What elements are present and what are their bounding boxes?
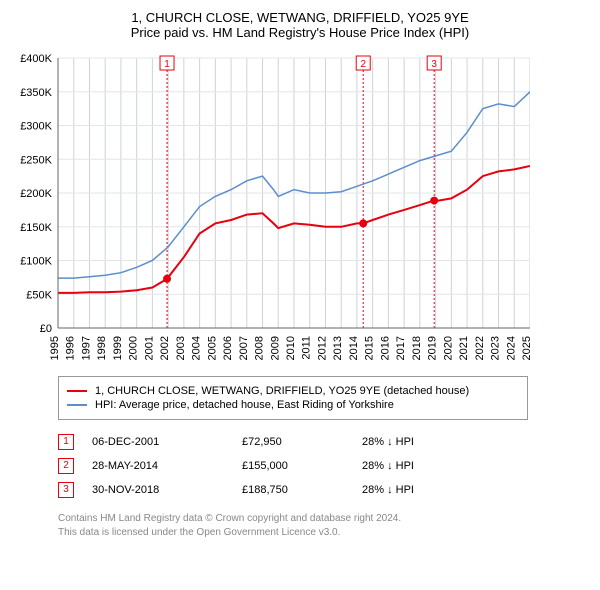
legend-swatch-hpi (67, 404, 87, 406)
svg-text:£350K: £350K (20, 87, 52, 99)
svg-text:2024: 2024 (505, 336, 517, 360)
sale-date: 30-NOV-2018 (92, 478, 242, 502)
sale-price: £188,750 (242, 478, 362, 502)
svg-text:£400K: £400K (20, 53, 52, 65)
legend-swatch-price (67, 390, 87, 392)
sale-price: £155,000 (242, 454, 362, 478)
svg-text:2020: 2020 (442, 336, 454, 360)
legend-row-hpi: HPI: Average price, detached house, East… (67, 399, 519, 411)
svg-text:2018: 2018 (411, 336, 423, 360)
svg-text:2015: 2015 (364, 336, 376, 360)
sales-table: 1 06-DEC-2001£72,95028% ↓ HPI 2 28-MAY-2014… (58, 430, 414, 502)
svg-text:2001: 2001 (143, 336, 155, 360)
svg-text:2019: 2019 (427, 336, 439, 360)
svg-text:2004: 2004 (191, 336, 203, 360)
svg-text:2007: 2007 (238, 336, 250, 360)
sale-delta: 28% ↓ HPI (362, 478, 414, 502)
svg-text:£300K: £300K (20, 121, 52, 133)
svg-text:2022: 2022 (474, 336, 486, 360)
svg-text:£200K: £200K (20, 188, 52, 200)
svg-text:2009: 2009 (269, 336, 281, 360)
chart-container: £0 £50K £100K £150K £200K £250K £300K £350K £400… (10, 48, 590, 368)
sale-badge: 2 (58, 458, 74, 474)
svg-text:2000: 2000 (128, 336, 140, 360)
disclaimer-line-2: This data is licensed under the Open Gov… (58, 526, 590, 540)
svg-text:£0: £0 (40, 323, 52, 335)
legend-label-hpi: HPI: Average price, detached house, East… (95, 399, 394, 411)
svg-text:2011: 2011 (301, 336, 313, 360)
legend: 1, CHURCH CLOSE, WETWANG, DRIFFIELD, YO2… (58, 376, 528, 420)
svg-text:2003: 2003 (175, 336, 187, 360)
svg-text:2017: 2017 (395, 336, 407, 360)
price-chart: £0 £50K £100K £150K £200K £250K £300K £350K £400… (10, 48, 530, 368)
sale-date: 06-DEC-2001 (92, 430, 242, 454)
svg-text:3: 3 (431, 59, 437, 70)
chart-title-block: 1, CHURCH CLOSE, WETWANG, DRIFFIELD, YO2… (10, 10, 590, 40)
disclaimer-line-1: Contains HM Land Registry data © Crown c… (58, 512, 590, 526)
title-line-1: 1, CHURCH CLOSE, WETWANG, DRIFFIELD, YO2… (10, 10, 590, 25)
svg-text:1996: 1996 (65, 336, 77, 360)
svg-text:2002: 2002 (159, 336, 171, 360)
svg-text:1997: 1997 (80, 336, 92, 360)
legend-label-price: 1, CHURCH CLOSE, WETWANG, DRIFFIELD, YO2… (95, 385, 469, 397)
sale-delta: 28% ↓ HPI (362, 454, 414, 478)
svg-text:£150K: £150K (20, 222, 52, 234)
svg-text:£250K: £250K (20, 154, 52, 166)
svg-text:2008: 2008 (254, 336, 266, 360)
svg-text:2016: 2016 (379, 336, 391, 360)
sale-price: £72,950 (242, 430, 362, 454)
sale-badge: 3 (58, 482, 74, 498)
sale-delta: 28% ↓ HPI (362, 430, 414, 454)
svg-text:1: 1 (164, 59, 170, 70)
svg-text:1999: 1999 (112, 336, 124, 360)
svg-text:2021: 2021 (458, 336, 470, 360)
disclaimer: Contains HM Land Registry data © Crown c… (58, 512, 590, 539)
svg-text:2025: 2025 (521, 336, 530, 360)
svg-text:2006: 2006 (222, 336, 234, 360)
sale-date: 28-MAY-2014 (92, 454, 242, 478)
legend-row-price: 1, CHURCH CLOSE, WETWANG, DRIFFIELD, YO2… (67, 385, 519, 397)
sale-row: 1 06-DEC-2001£72,95028% ↓ HPI (58, 430, 414, 454)
sale-badge: 1 (58, 434, 74, 450)
svg-text:2013: 2013 (332, 336, 344, 360)
sale-row: 3 30-NOV-2018£188,75028% ↓ HPI (58, 478, 414, 502)
svg-text:2023: 2023 (490, 336, 502, 360)
svg-text:£100K: £100K (20, 256, 52, 268)
svg-text:2: 2 (360, 59, 366, 70)
svg-text:£50K: £50K (26, 289, 52, 301)
svg-text:2014: 2014 (348, 336, 360, 360)
svg-text:2005: 2005 (206, 336, 218, 360)
svg-text:1998: 1998 (96, 336, 108, 360)
svg-text:2010: 2010 (285, 336, 297, 360)
svg-text:2012: 2012 (316, 336, 328, 360)
svg-text:1995: 1995 (49, 336, 61, 360)
title-line-2: Price paid vs. HM Land Registry's House … (10, 25, 590, 40)
sale-row: 2 28-MAY-2014£155,00028% ↓ HPI (58, 454, 414, 478)
